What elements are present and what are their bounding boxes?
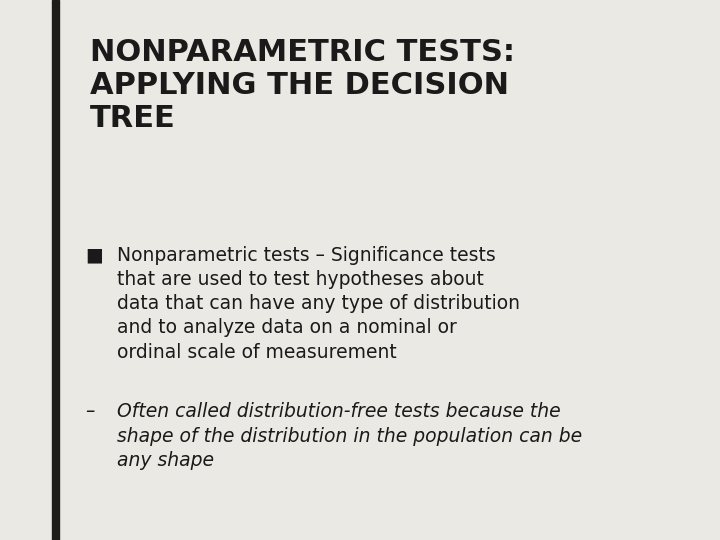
Text: ■: ■ [85,246,103,265]
Text: –: – [85,402,94,421]
Text: Nonparametric tests – Significance tests
that are used to test hypotheses about
: Nonparametric tests – Significance tests… [117,246,520,362]
Bar [52,0,59,540]
Text: NONPARAMETRIC TESTS:
APPLYING THE DECISION
TREE: NONPARAMETRIC TESTS: APPLYING THE DECISI… [90,38,515,133]
Text: Often called distribution-free tests because the
shape of the distribution in th: Often called distribution-free tests bec… [117,402,582,470]
